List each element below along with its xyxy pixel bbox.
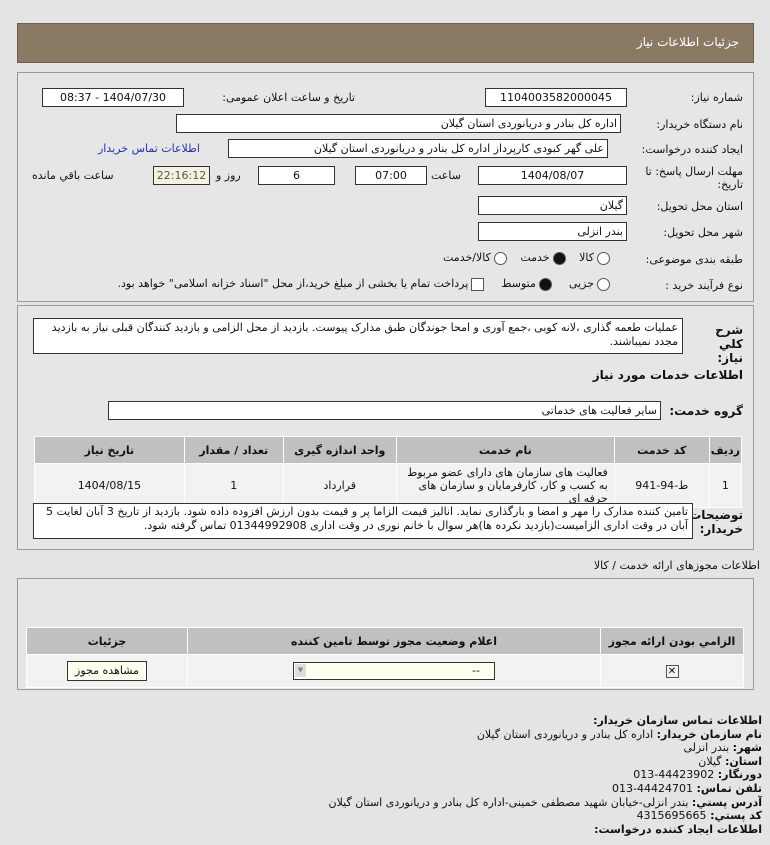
radio-minor-label: جزیی [568, 277, 594, 290]
phone-value: 44424701-013 [612, 781, 694, 795]
table-row: ✕ -- ▼ مشاهده مجوز [26, 654, 744, 688]
buyer-notes-field: تامین کننده مدارک را مهر و امضا و بارگذا… [33, 503, 693, 539]
buyer-contact-link[interactable]: اطلاعات تماس خریدار [98, 142, 200, 155]
permits-table: الزامي بودن ارائه مجوز اعلام وضعیت مجوز … [26, 627, 744, 688]
col-mandatory: الزامي بودن ارائه مجوز [600, 627, 744, 655]
process-radio-group: جزیی متوسط پرداخت تمام یا بخشی از مبلغ خ… [118, 277, 613, 291]
category-radio-group: کالا خدمت کالا/خدمت [443, 251, 613, 265]
checked-box-icon: ✕ [665, 665, 679, 678]
cell-date: 1404/08/15 [34, 463, 185, 508]
service-group-field: سایر فعالیت های خدماتی [108, 401, 661, 420]
need-details-panel: شرح کلي نیاز: عملیات طعمه گذاری ،لانه کو… [17, 305, 754, 550]
cell-details: مشاهده مجوز [26, 654, 188, 688]
announce-label: تاریخ و ساعت اعلان عمومی: [222, 91, 355, 104]
time-label: ساعت [431, 169, 461, 182]
province-label: استان محل تحویل: [656, 200, 743, 213]
col-name: نام خدمت [395, 436, 615, 464]
page-title: جزئیات اطلاعات نیاز [636, 35, 739, 49]
category-label: طبقه بندی موضوعی: [645, 253, 743, 266]
radio-service[interactable] [552, 251, 566, 265]
remaining-label: ساعت باقي مانده [32, 169, 114, 182]
need-number-label: شماره نیاز: [690, 91, 743, 104]
province-label: استان: [725, 754, 762, 768]
permit-status-select[interactable]: -- ▼ [293, 662, 495, 680]
col-code: کد خدمت [613, 436, 710, 464]
city-label: شهر: [732, 741, 762, 755]
province-value: گیلان [698, 754, 722, 768]
permits-title: اطلاعات مجوزهای ارائه خدمت / کالا [593, 559, 760, 572]
city-label: شهر محل تحویل: [663, 226, 743, 239]
days-field: 6 [258, 166, 335, 185]
fax-value: 44423902-013 [633, 768, 715, 782]
postal-value: 4315695665 [636, 809, 707, 823]
buyer-org-label: نام دستگاه خریدار: [656, 118, 743, 131]
postal-label: کد پستي: [710, 809, 762, 823]
announce-field: 1404/07/30 - 08:37 [42, 88, 184, 107]
radio-goods-label: کالا [579, 251, 594, 264]
radio-goods-service[interactable] [493, 251, 507, 265]
buyer-org-field: اداره کل بنادر و دریانوردی استان گیلان [176, 114, 621, 133]
cell-quantity: 1 [183, 463, 284, 508]
col-unit: واحد اندازه گیری [282, 436, 397, 464]
cell-unit: قرارداد [282, 463, 397, 508]
phone-label: تلفن تماس: [696, 781, 762, 795]
cell-status: -- ▼ [187, 654, 601, 688]
buyer-notes-label: توضیحات خریدار: [689, 508, 743, 536]
org-label: نام سازمان خریدار: [656, 727, 762, 741]
treasury-note: پرداخت تمام یا بخشی از مبلغ خرید،از محل … [117, 277, 469, 290]
cell-mandatory: ✕ [600, 654, 744, 688]
radio-goods[interactable] [597, 251, 610, 265]
permit-status-value: -- [472, 664, 480, 677]
province-field: گیلان [478, 196, 627, 215]
page-header: جزئیات اطلاعات نیاز [17, 23, 754, 63]
radio-goods-service-label: کالا/خدمت [443, 251, 491, 264]
contact-title: اطلاعات تماس سازمان خریدار: [593, 714, 762, 727]
need-info-panel: شماره نیاز: 1104003582000045 تاریخ و ساع… [17, 72, 754, 302]
deadline-time-field: 07:00 [355, 166, 427, 185]
days-label: روز و [216, 169, 241, 182]
city-field: بندر انزلی [478, 222, 627, 241]
col-row: ردیف [708, 436, 743, 464]
treasury-checkbox[interactable] [471, 277, 485, 291]
deadline-label: مهلت ارسال پاسخ: تا تاریخ: [645, 165, 743, 191]
dropdown-arrow-icon[interactable]: ▼ [295, 664, 306, 677]
radio-service-label: خدمت [520, 251, 550, 264]
permits-panel: الزامي بودن ارائه مجوز اعلام وضعیت مجوز … [17, 578, 754, 690]
creator-label: ایجاد کننده درخواست: [641, 143, 743, 156]
buyer-contact-info: اطلاعات تماس سازمان خریدار: نام سازمان خ… [329, 714, 763, 836]
description-label: شرح کلي نیاز: [715, 323, 743, 365]
permits-table-header: الزامي بودن ارائه مجوز اعلام وضعیت مجوز … [26, 627, 744, 655]
cell-code: ط-94-941 [613, 463, 710, 508]
creator-field: علی گهر کبودی کارپرداز اداره کل بنادر و … [228, 139, 608, 158]
cell-name: فعالیت های سازمان های دارای عضو مربوط به… [395, 463, 615, 508]
view-permit-button[interactable]: مشاهده مجوز [67, 661, 147, 681]
address-label: آدرس پستي: [691, 795, 762, 809]
col-status: اعلام وضعیت مجوز توسط تامین کننده [187, 627, 601, 655]
need-number-field: 1104003582000045 [485, 88, 627, 107]
radio-medium[interactable] [538, 277, 552, 291]
city-value: بندر انزلی [683, 741, 730, 755]
radio-minor[interactable] [597, 277, 610, 291]
creator-info-title: اطلاعات ایجاد کننده درخواست: [594, 822, 762, 836]
service-group-label: گروه خدمت: [669, 404, 743, 418]
col-details: جزئیات [26, 627, 188, 655]
services-table-header: ردیف کد خدمت نام خدمت واحد اندازه گیری ت… [34, 436, 743, 464]
deadline-date-field: 1404/08/07 [478, 166, 627, 185]
process-label: نوع فرآیند خرید : [665, 279, 743, 292]
services-title: اطلاعات خدمات مورد نیاز [592, 368, 743, 382]
description-field: عملیات طعمه گذاری ،لانه کوبی ،جمع آوری و… [33, 318, 683, 354]
col-date: تاریخ نیاز [34, 436, 185, 464]
fax-label: دورنگار: [717, 768, 762, 782]
col-quantity: تعداد / مقدار [183, 436, 284, 464]
services-table: ردیف کد خدمت نام خدمت واحد اندازه گیری ت… [34, 436, 743, 508]
remaining-time-field: 22:16:12 [153, 166, 210, 185]
cell-row: 1 [708, 463, 743, 508]
radio-medium-label: متوسط [501, 277, 536, 290]
org-value: اداره کل بنادر و دریانوردی استان گیلان [476, 727, 654, 741]
address-value: بندر انزلی-خیابان شهید مصطفی خمینی-اداره… [328, 795, 689, 809]
table-row: 1 ط-94-941 فعالیت های سازمان های دارای ع… [34, 463, 743, 508]
